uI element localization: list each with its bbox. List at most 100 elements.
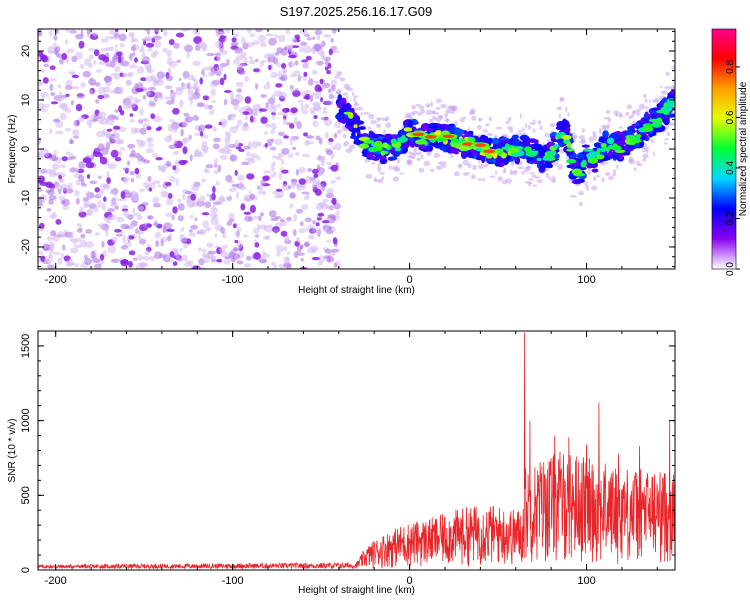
- noise-blob: [285, 29, 291, 35]
- noise-blob: [85, 229, 93, 234]
- noise-blob: [60, 199, 66, 205]
- colorbar-step: [712, 151, 736, 154]
- figure-title: S197.2025.256.16.17.G09: [280, 4, 433, 19]
- noise-blob: [140, 44, 144, 51]
- noise-blob: [265, 106, 269, 111]
- noise-blob: [99, 188, 105, 195]
- noise-blob: [208, 109, 215, 115]
- ridge-halo: [510, 161, 515, 166]
- noise-blob: [134, 57, 138, 63]
- ridge-halo: [559, 97, 566, 101]
- ridge-peak: [566, 141, 572, 148]
- noise-blob: [229, 154, 238, 162]
- noise-blob: [93, 49, 100, 57]
- noise-blob: [202, 95, 210, 101]
- ridge-peak: [536, 157, 542, 162]
- ridge-peak: [450, 138, 459, 143]
- ridge-cell: [367, 155, 376, 159]
- noise-blob: [113, 125, 121, 130]
- noise-blob: [128, 235, 135, 240]
- y-tick-label: 20: [20, 45, 32, 57]
- noise-blob: [139, 157, 146, 162]
- noise-blob: [124, 73, 129, 77]
- noise-blob: [219, 245, 226, 254]
- noise-scatter: [38, 29, 342, 269]
- ridge-cell: [491, 137, 500, 145]
- noise-blob: [106, 118, 115, 126]
- noise-blob: [175, 32, 185, 38]
- noise-blob: [80, 82, 87, 88]
- noise-blob: [298, 228, 307, 234]
- noise-blob: [54, 182, 58, 188]
- ridge-halo: [410, 112, 416, 116]
- noise-blob: [242, 111, 250, 115]
- noise-blob: [61, 52, 68, 61]
- noise-blob: [215, 41, 223, 49]
- noise-blob: [142, 255, 151, 261]
- noise-blob: [328, 138, 334, 142]
- colorbar-step: [712, 109, 736, 112]
- colorbar-step: [712, 221, 736, 224]
- noise-blob: [246, 173, 255, 180]
- noise-blob: [142, 123, 150, 128]
- ridge-peak: [392, 139, 397, 144]
- ridge-halo: [608, 175, 614, 180]
- noise-blob: [298, 122, 303, 128]
- noise-blob: [291, 146, 297, 151]
- ridge-cell: [618, 153, 623, 161]
- noise-blob: [218, 122, 222, 126]
- colorbar-step: [712, 197, 736, 200]
- noise-blob: [232, 248, 242, 252]
- ridge-halo: [444, 161, 447, 165]
- ridge-cell: [537, 149, 547, 157]
- noise-blob: [153, 49, 159, 56]
- noise-blob: [93, 60, 97, 65]
- noise-blob: [317, 86, 323, 92]
- noise-blob: [114, 44, 119, 48]
- noise-blob: [86, 29, 91, 35]
- noise-blob: [331, 29, 337, 34]
- noise-blob: [326, 239, 331, 243]
- noise-blob: [300, 257, 304, 262]
- noise-blob: [234, 230, 241, 237]
- noise-blob: [47, 189, 55, 196]
- noise-blob: [157, 126, 163, 130]
- noise-blob: [220, 227, 226, 234]
- noise-blob: [139, 238, 147, 245]
- snr-series: [38, 332, 675, 570]
- noise-blob: [155, 240, 160, 247]
- ridge-halo: [616, 164, 619, 170]
- noise-blob: [149, 255, 156, 261]
- colorbar-step: [712, 53, 736, 56]
- colorbar-step: [712, 59, 736, 62]
- noise-blob: [180, 227, 185, 232]
- ridge-halo: [407, 159, 412, 164]
- noise-blob: [200, 178, 207, 183]
- noise-blob: [198, 127, 203, 133]
- ridge-halo: [650, 139, 654, 144]
- ridge-halo: [379, 171, 385, 175]
- ridge-halo: [507, 117, 512, 121]
- noise-blob: [303, 71, 308, 77]
- noise-blob: [316, 164, 321, 171]
- colorbar-step: [712, 193, 736, 196]
- noise-blob: [326, 162, 332, 166]
- noise-blob: [246, 151, 251, 157]
- noise-blob: [300, 204, 309, 210]
- noise-blob: [183, 262, 193, 267]
- ridge-halo: [435, 98, 443, 104]
- noise-blob: [38, 188, 43, 192]
- noise-blob: [96, 68, 102, 74]
- noise-blob: [192, 115, 199, 121]
- noise-blob: [179, 99, 184, 108]
- ridge-halo: [453, 171, 460, 177]
- noise-blob: [110, 149, 119, 158]
- noise-blob: [201, 69, 205, 76]
- ridge-halo: [613, 169, 617, 174]
- noise-blob: [229, 187, 237, 193]
- ridge-peak: [363, 140, 375, 144]
- noise-blob: [314, 43, 323, 52]
- noise-blob: [181, 160, 188, 164]
- ridge-halo: [432, 110, 436, 114]
